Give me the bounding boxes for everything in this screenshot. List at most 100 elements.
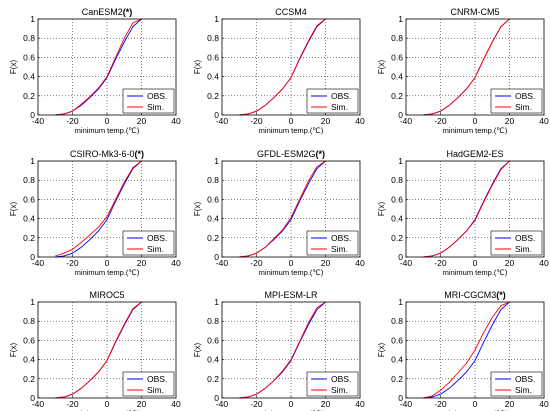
y-tick-label: 0.6	[391, 194, 403, 204]
legend-box	[306, 371, 359, 397]
y-tick-label: 0	[30, 110, 35, 120]
legend-box	[490, 371, 543, 397]
legend-box	[122, 371, 175, 397]
x-tick-label: 20	[321, 258, 331, 268]
x-tick-label: 0	[105, 116, 110, 126]
x-tick-label: 40	[539, 116, 549, 126]
legend-label: Sim.	[515, 385, 532, 395]
subplot-0: -40 -20 0 20 40 0 0.2 0.4 0.6 0.8 1 minimum temp.(℃…	[9, 7, 181, 135]
y-tick-label: 0.2	[391, 233, 403, 243]
x-tick-label: 0	[289, 116, 294, 126]
legend-label: Sim.	[147, 244, 164, 254]
y-axis-label: F(x)	[9, 60, 18, 75]
chart-title-name: MIROC5	[89, 290, 124, 300]
legend: OBS.Sim.	[306, 371, 359, 397]
y-tick-label: 0.8	[207, 175, 219, 185]
y-tick-label: 0	[214, 110, 219, 120]
legend: OBS.Sim.	[122, 230, 175, 256]
chart-title: MPI-ESM-LR	[264, 290, 318, 300]
y-tick-label: 0.8	[23, 316, 35, 326]
x-tick-label: 40	[171, 399, 181, 409]
x-tick-label: 0	[473, 258, 478, 268]
chart-title: CCSM4	[275, 7, 307, 17]
legend-box	[306, 88, 359, 114]
x-tick-label: -40	[216, 116, 229, 126]
series-line-sim	[55, 160, 142, 257]
series-line-sim	[55, 18, 142, 116]
legend-label: Sim.	[147, 385, 164, 395]
legend: OBS.Sim.	[306, 230, 359, 256]
y-tick-label: 0.4	[23, 72, 35, 82]
x-tick-label: 40	[355, 258, 365, 268]
chart-title-marker: (*)	[135, 149, 145, 159]
y-tick-label: 1	[214, 297, 219, 307]
x-tick-label: 20	[505, 399, 515, 409]
subplot-7: -40 -20 0 20 40 0 0.2 0.4 0.6 0.8 1 minimum temp.(℃…	[193, 290, 365, 411]
chart-title-name: HadGEM2-ES	[446, 149, 503, 159]
x-tick-label: 0	[473, 399, 478, 409]
legend-label: OBS.	[147, 91, 167, 101]
chart-title-name: CNRM-CM5	[451, 7, 500, 17]
chart-title-name: CSIRO-Mk3-6-0	[70, 149, 135, 159]
series-line-obs	[423, 301, 510, 399]
y-tick-label: 0.6	[23, 52, 35, 62]
y-tick-label: 0	[398, 393, 403, 403]
y-tick-label: 0.8	[207, 316, 219, 326]
subplot-2: -40 -20 0 20 40 0 0.2 0.4 0.6 0.8 1 minimum temp.(℃…	[377, 7, 549, 135]
y-tick-label: 0.6	[207, 52, 219, 62]
legend: OBS.Sim.	[122, 88, 175, 114]
x-tick-label: -40	[400, 116, 413, 126]
y-tick-label: 0.2	[23, 91, 35, 101]
x-axis-label: minimum temp.(℃)	[75, 409, 140, 411]
y-tick-label: 1	[30, 297, 35, 307]
y-tick-label: 1	[398, 297, 403, 307]
y-tick-label: 0	[30, 252, 35, 262]
y-tick-label: 0.6	[23, 194, 35, 204]
x-tick-label: 40	[171, 258, 181, 268]
chart-title-marker: (*)	[496, 290, 506, 300]
x-tick-label: -20	[434, 399, 447, 409]
chart-title-marker: (*)	[123, 7, 133, 17]
x-tick-label: -40	[32, 399, 45, 409]
subplot-5: -40 -20 0 20 40 0 0.2 0.4 0.6 0.8 1 minimum temp.(℃…	[377, 149, 549, 277]
legend-label: OBS.	[515, 374, 535, 384]
x-tick-label: 0	[105, 258, 110, 268]
x-tick-label: -20	[66, 258, 79, 268]
legend: OBS.Sim.	[490, 230, 543, 256]
legend-box	[306, 230, 359, 256]
x-tick-label: -20	[250, 399, 263, 409]
x-tick-label: 20	[137, 258, 147, 268]
subplot-6: -40 -20 0 20 40 0 0.2 0.4 0.6 0.8 1 minimum temp.(℃…	[9, 290, 181, 411]
legend-label: Sim.	[331, 102, 348, 112]
x-axis-label: minimum temp.(℃)	[259, 409, 324, 411]
x-tick-label: -20	[434, 258, 447, 268]
x-tick-label: 40	[539, 258, 549, 268]
x-tick-label: -20	[66, 116, 79, 126]
series-line-sim	[239, 18, 326, 116]
x-tick-label: 40	[171, 116, 181, 126]
x-axis-label: minimum temp.(℃)	[443, 268, 508, 277]
chart-title: GFDL-ESM2G(*)	[257, 149, 325, 159]
legend-label: Sim.	[147, 102, 164, 112]
series-line-sim	[239, 301, 326, 399]
legend-label: Sim.	[515, 102, 532, 112]
y-tick-label: 0.2	[23, 233, 35, 243]
y-axis-label: F(x)	[193, 343, 202, 358]
legend-label: OBS.	[331, 233, 351, 243]
x-tick-label: -40	[400, 258, 413, 268]
chart-title-name: CanESM2	[82, 7, 123, 17]
legend-box	[122, 230, 175, 256]
legend-label: OBS.	[147, 374, 167, 384]
y-tick-label: 0	[30, 393, 35, 403]
series-line-sim	[423, 301, 510, 399]
series-line-sim	[423, 18, 510, 116]
x-tick-label: 40	[355, 399, 365, 409]
x-tick-label: 20	[137, 399, 147, 409]
y-tick-label: 1	[214, 14, 219, 24]
y-tick-label: 0.4	[207, 214, 219, 224]
x-axis-label: minimum temp.(℃)	[259, 126, 324, 135]
y-tick-label: 0.4	[391, 355, 403, 365]
x-tick-label: 0	[289, 258, 294, 268]
y-tick-label: 0.4	[23, 355, 35, 365]
